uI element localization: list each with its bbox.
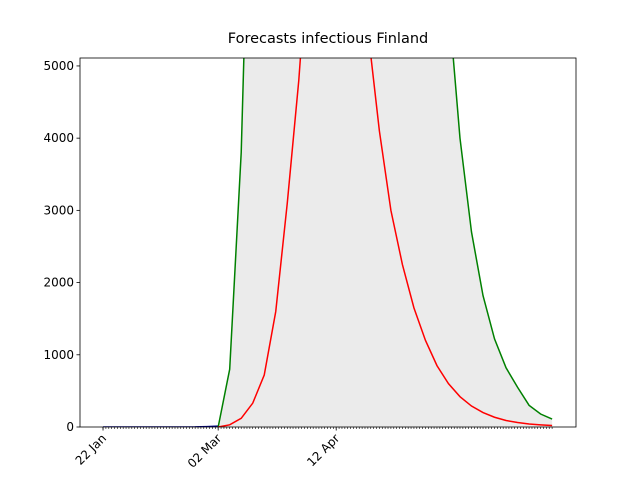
chart-title: Forecasts infectious Finland: [228, 31, 429, 47]
y-tick-label: 3000: [43, 203, 74, 217]
forecast-band: [218, 58, 553, 427]
y-tick-label: 1000: [43, 348, 74, 362]
y-tick-label: 2000: [43, 276, 74, 290]
series-line: [217, 58, 553, 427]
y-tick-label: 4000: [43, 131, 74, 145]
y-tick-label: 0: [66, 420, 74, 434]
y-tick-label: 5000: [43, 59, 74, 73]
axes-frame: [79, 57, 577, 428]
series-line: [218, 58, 553, 427]
